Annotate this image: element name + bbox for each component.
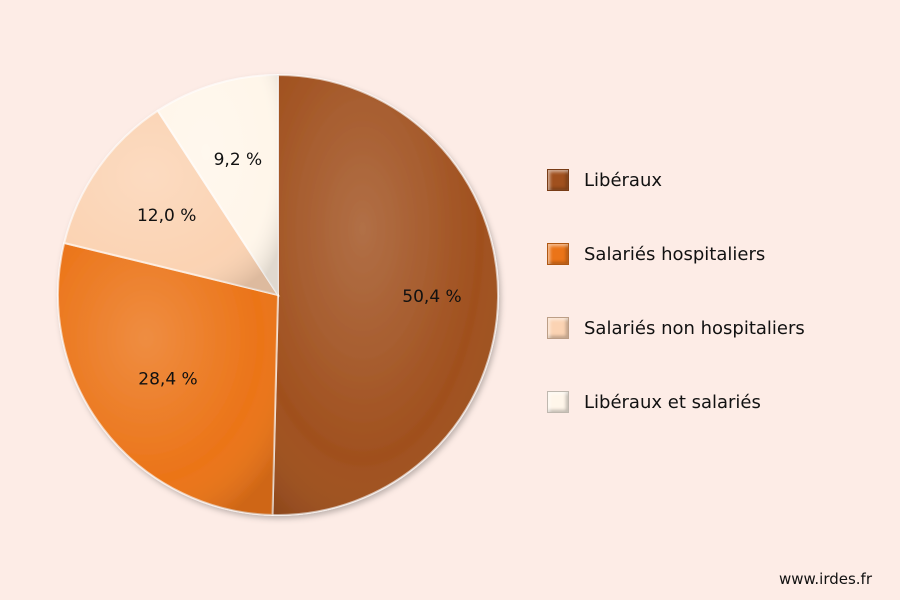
pie-slice-sheen-salaries-hospitaliers [57, 242, 279, 515]
pie-slice-sheen-salaries-non-hospitaliers [64, 110, 279, 296]
legend-swatch-salaries-non-hospitaliers [547, 317, 569, 339]
legend-label-salaries-non-hospitaliers: Salariés non hospitaliers [584, 317, 805, 339]
legend-label-liberaux-et-salaries: Libéraux et salariés [584, 391, 761, 413]
legend-swatch-liberaux [547, 169, 569, 191]
source-url: www.irdes.fr [778, 570, 872, 588]
pie-slice-sheen-liberaux [272, 74, 499, 516]
legend-label-liberaux: Libéraux [584, 169, 663, 191]
pie-label-liberaux-et-salaries: 9,2 % [214, 150, 263, 170]
pie-label-salaries-hospitaliers: 28,4 % [138, 369, 197, 389]
legend-item-liberaux-et-salaries: Libéraux et salariés [547, 388, 877, 416]
legend-label-salaries-hospitaliers: Salariés hospitaliers [584, 243, 766, 265]
legend-item-salaries-hospitaliers: Salariés hospitaliers [547, 240, 877, 268]
legend-item-salaries-non-hospitaliers: Salariés non hospitaliers [547, 314, 877, 342]
pie-slice-sheen-liberaux-et-salaries [157, 75, 278, 295]
legend: Libéraux Salariés hospitaliers Salariés … [547, 166, 877, 462]
legend-item-liberaux: Libéraux [547, 166, 877, 194]
pie-label-liberaux: 50,4 % [402, 287, 461, 307]
pie-slices [57, 73, 499, 516]
pie-label-salaries-non-hospitaliers: 12,0 % [137, 206, 196, 226]
legend-swatch-liberaux-et-salaries [547, 391, 569, 413]
legend-swatch-salaries-hospitaliers [547, 243, 569, 265]
pie-slice-labels: 50,4 % 28,4 % 12,0 % 9,2 % [137, 150, 462, 389]
